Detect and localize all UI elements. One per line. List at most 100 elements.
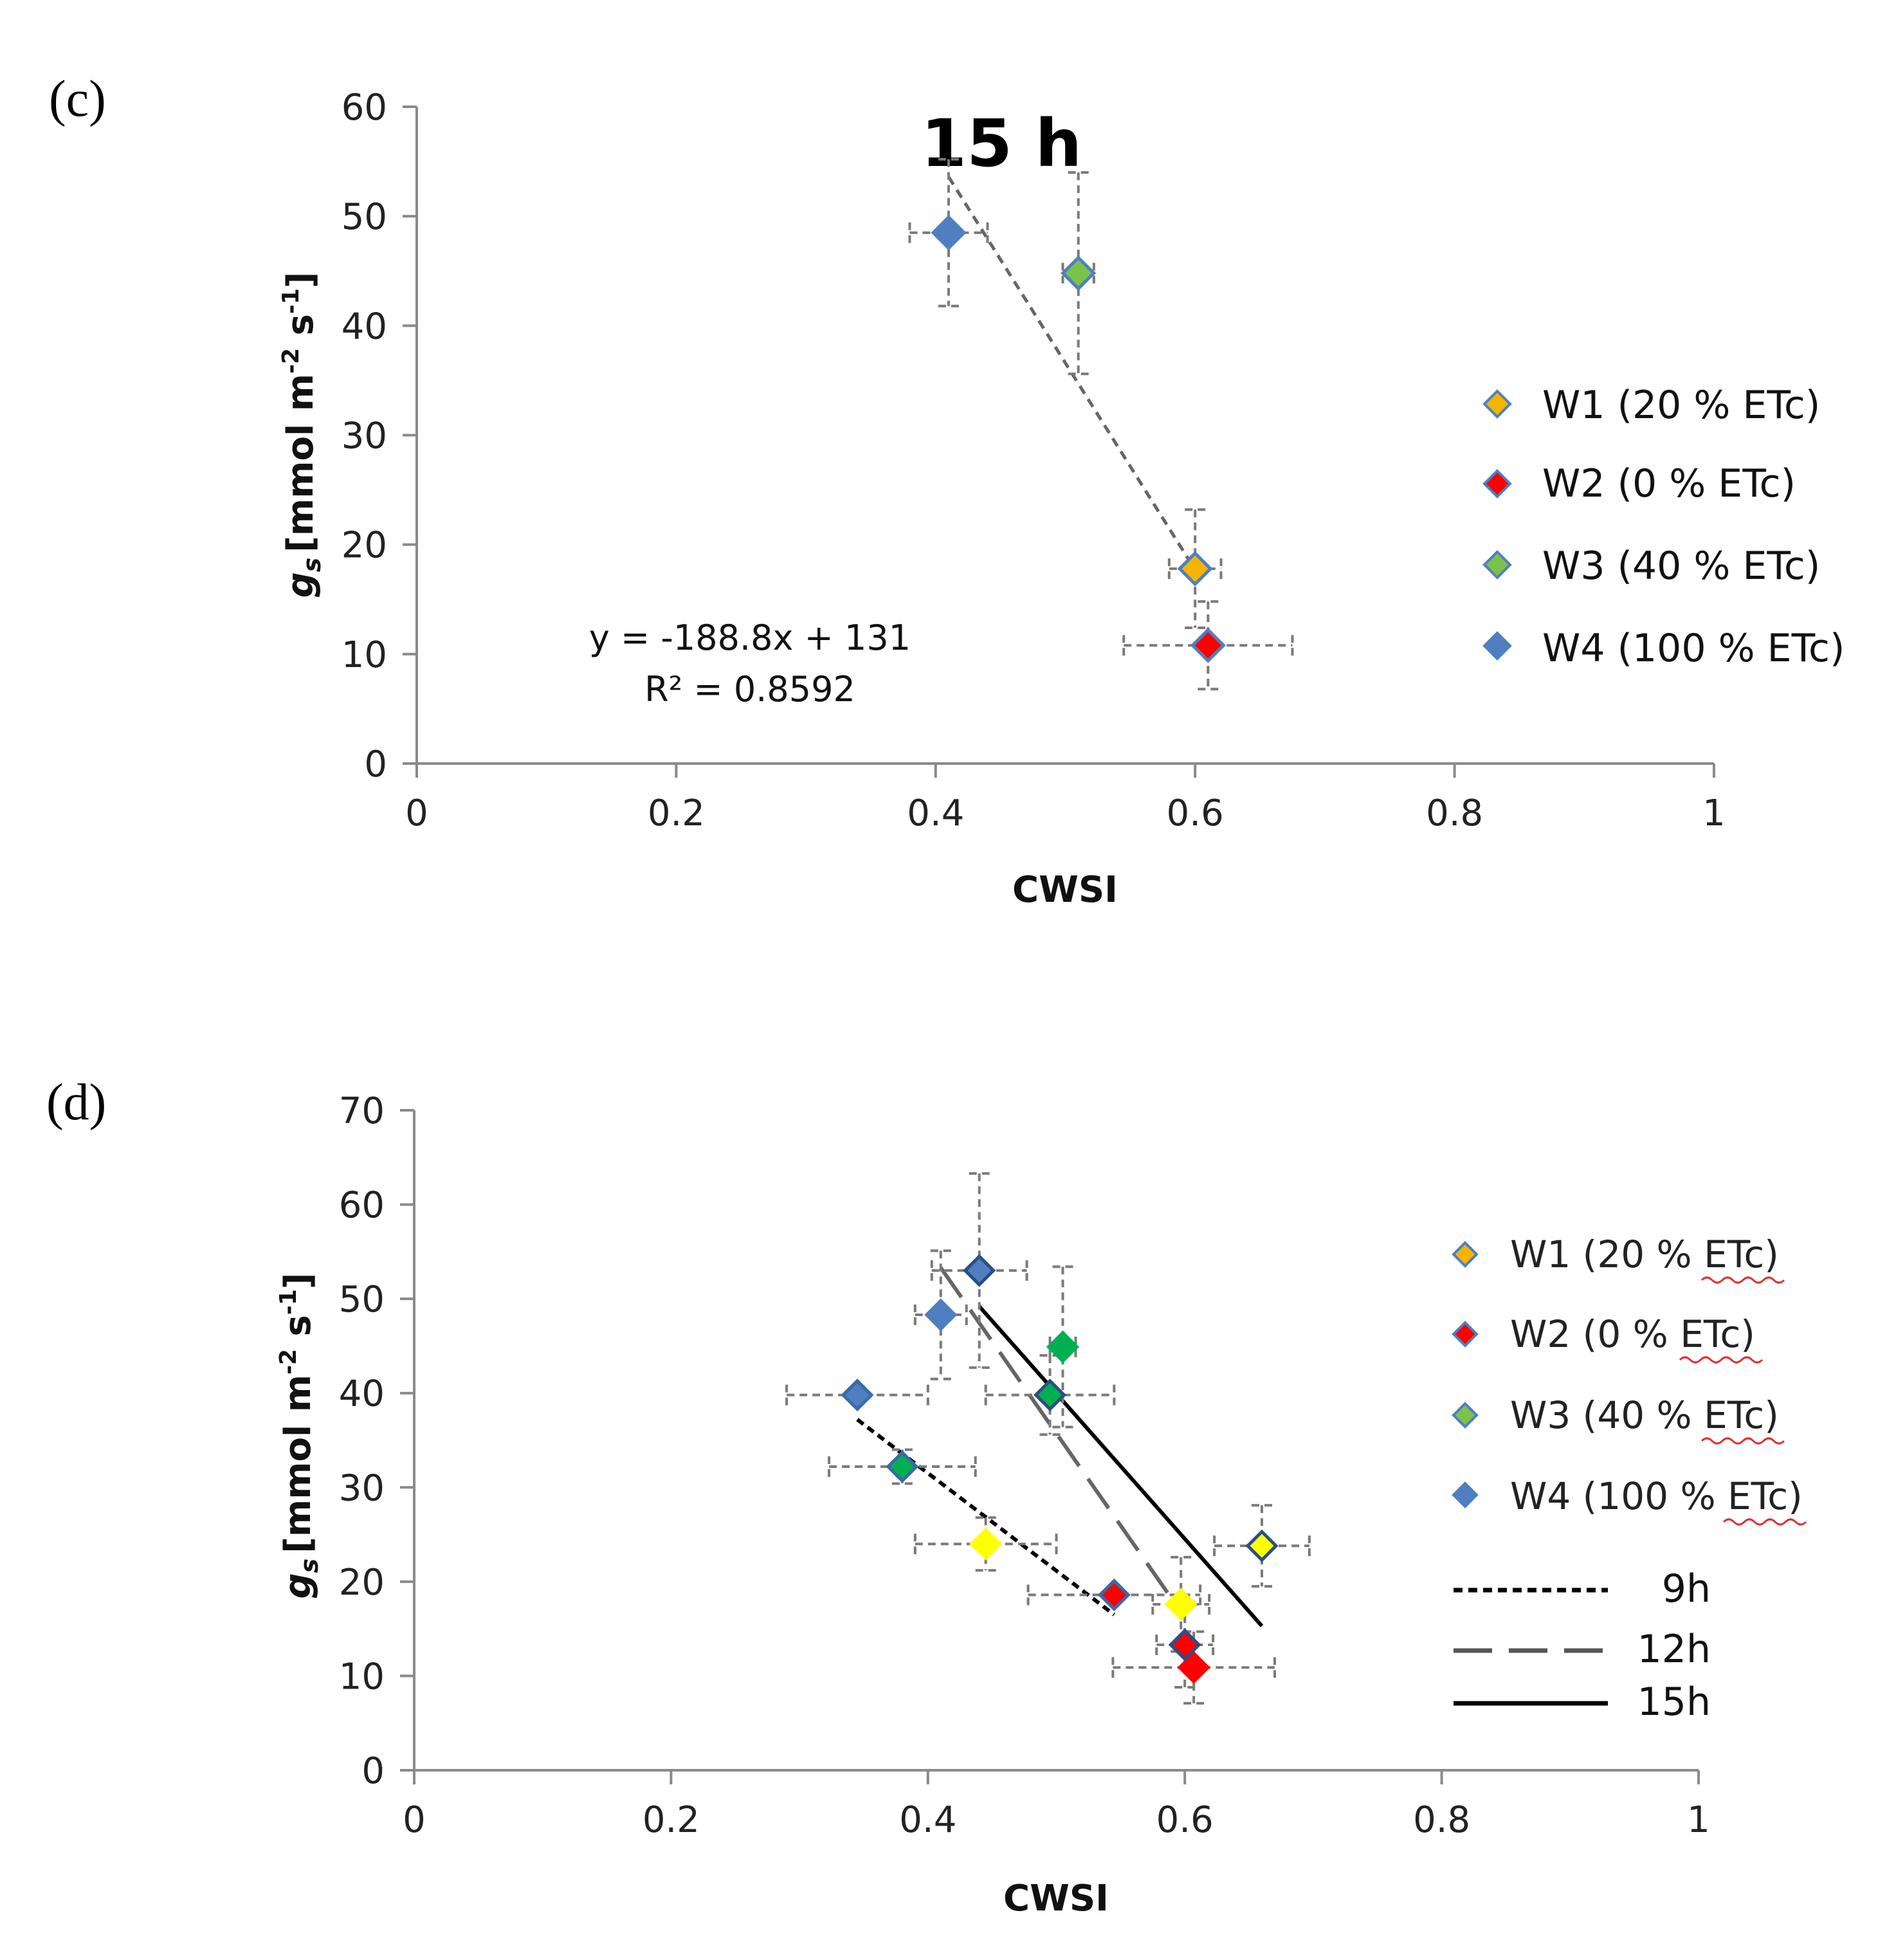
c-y-tick-label: 0 (364, 744, 387, 785)
d-x-tick-label: 0.6 (1156, 1799, 1214, 1841)
panel-d-point-15h-w2 (1168, 1628, 1201, 1662)
panel-d-legend-label-9h: 9h (1662, 1566, 1711, 1611)
panel-d-legend-label-12h: 12h (1637, 1627, 1711, 1672)
d-x-tick-label: 0.2 (643, 1799, 700, 1841)
panel-c-ylabel-exp1: -2 (278, 348, 304, 374)
panel-d-trendline-15h (978, 1305, 1264, 1627)
panel-c-annotation: 15 h (921, 105, 1082, 182)
d-y-tick-label: 50 (339, 1279, 385, 1321)
d-y-tick-label: 60 (339, 1185, 385, 1227)
panel-c-y-axis-title: gs[mmol m-2 s-1] (278, 272, 326, 598)
c-x-tick-label: 0.4 (907, 792, 964, 834)
d-y-tick-label: 20 (339, 1562, 385, 1604)
panel-d-legend-marker-w4 (1452, 1481, 1479, 1508)
panel-c-x-ticks: 0 0.2 0.4 0.6 0.8 1 (405, 764, 1726, 834)
panel-c-legend-marker-w1 (1482, 389, 1512, 419)
d-x-tick-label: 1 (1687, 1799, 1710, 1841)
panel-c-equation: y = -188.8x + 131 (589, 618, 911, 658)
panel-d-point-9h-w2 (1097, 1578, 1131, 1611)
panel-c-point-w1 (1177, 551, 1213, 587)
d-y-tick-label: 70 (339, 1090, 385, 1132)
panel-c-x-axis-title: CWSI (1012, 869, 1118, 911)
c-y-tick-label: 40 (342, 306, 387, 347)
panel-d-spellcheck-underline-1 (1700, 1276, 1785, 1284)
panel-c-point-w3 (1061, 255, 1097, 291)
panel-d-point-15h-w3 (1033, 1378, 1067, 1412)
panel-d-point-12h-w3 (1046, 1330, 1080, 1364)
c-y-tick-label: 20 (342, 525, 387, 567)
panel-d-legend-label-w1: W1 (20 % ETc) (1510, 1232, 1779, 1276)
c-x-tick-label: 0.6 (1167, 792, 1224, 834)
c-x-tick-label: 0 (405, 792, 428, 834)
panel-d-spellcheck-underline-3 (1700, 1437, 1785, 1445)
panel-d-point-15h-w1 (1245, 1529, 1279, 1562)
panel-d-legend: W1 (20 % ETc) W2 (0 % ETc) W3 (40 % ETc)… (1452, 1232, 1807, 1725)
panel-d-point-12h-w2 (1177, 1651, 1210, 1684)
panel-d-point-9h-w1 (969, 1527, 1003, 1561)
panel-c-ylabel-sub: s (298, 558, 326, 572)
panel-c-y-ticks: 0 10 20 30 40 50 60 (342, 87, 417, 785)
panel-c-error-bars (908, 158, 1294, 691)
d-y-tick-label: 40 (339, 1373, 385, 1415)
panel-d-y-ticks: 0 10 20 30 40 50 60 70 (339, 1090, 414, 1792)
panel-d-legend-label-15h: 15h (1637, 1680, 1711, 1725)
panel-d-x-axis-title: CWSI (1003, 1878, 1109, 1919)
panel-d-point-9h-w3 (886, 1450, 919, 1483)
panel-d-ylabel-main: g (277, 1573, 319, 1598)
c-x-tick-label: 0.8 (1426, 792, 1483, 834)
panel-c-legend-label-w4: W4 (100 % ETc) (1542, 626, 1845, 671)
panel-c-legend-marker-w3 (1482, 550, 1512, 580)
panel-d-point-12h-w4 (924, 1298, 958, 1332)
panel-d-legend-marker-w1 (1452, 1241, 1479, 1268)
panel-c-legend-label-w1: W1 (20 % ETc) (1542, 383, 1820, 428)
panel-d-ylabel-end: ] (277, 1273, 319, 1290)
panel-c-point-w4 (931, 215, 967, 251)
d-y-tick-label: 30 (339, 1467, 385, 1509)
panel-c-ylabel-exp2: -1 (278, 288, 304, 314)
c-x-tick-label: 1 (1702, 792, 1726, 834)
panel-c-label: (c) (49, 71, 106, 127)
panel-d-ylabel-exp1: -2 (275, 1349, 302, 1375)
panel-d-legend-label-w3: W3 (40 % ETc) (1510, 1393, 1779, 1437)
panel-d-ylabel-exp2: -1 (275, 1289, 302, 1315)
panel-d-point-15h-w4 (963, 1254, 996, 1287)
panel-d-ylabel-mid: s (277, 1315, 319, 1349)
panel-c-ylabel-unit: [mmol m (280, 374, 322, 553)
panel-d-legend-marker-w2 (1452, 1321, 1479, 1348)
panel-c-legend-label-w3: W3 (40 % ETc) (1542, 544, 1820, 589)
c-y-tick-label: 50 (342, 196, 387, 238)
c-x-tick-label: 0.2 (648, 792, 705, 834)
panel-d-ylabel-sub: s (295, 1559, 324, 1573)
c-y-tick-label: 10 (342, 634, 387, 676)
d-x-tick-label: 0.4 (899, 1799, 956, 1841)
d-y-tick-label: 0 (361, 1750, 385, 1792)
panel-c: (c) 15 h 0 10 20 30 40 50 60 0 0.2 0.4 0.6 0.8 1 CW… (49, 71, 1845, 911)
panel-d-point-9h-w4 (841, 1378, 874, 1412)
panel-c-ylabel-mid: s (280, 314, 322, 348)
panel-d-spellcheck-underline-4 (1722, 1518, 1807, 1526)
panel-d-error-bars (785, 1172, 1311, 1705)
d-y-tick-label: 10 (339, 1656, 385, 1698)
panel-d-point-12h-w1 (1164, 1588, 1198, 1621)
panel-c-points (931, 215, 1226, 663)
panel-c-r2: R² = 0.8592 (644, 669, 855, 710)
panel-c-legend-marker-w2 (1482, 469, 1512, 499)
panel-c-legend-marker-w4 (1482, 631, 1512, 661)
panel-d-trendline-12h (939, 1267, 1187, 1619)
panel-c-point-w2 (1190, 627, 1226, 663)
panel-c-ylabel-end: ] (280, 272, 322, 289)
panel-d-x-ticks: 0 0.2 0.4 0.6 0.8 1 (403, 1770, 1710, 1841)
c-y-tick-label: 30 (342, 416, 387, 457)
panel-c-axes: 0 10 20 30 40 50 60 0 0.2 0.4 0.6 0.8 1 (342, 87, 1726, 834)
panel-d-axes: 0 10 20 30 40 50 60 70 0 0.2 0.4 0.6 0.8 1 (339, 1090, 1710, 1841)
panel-d-trendlines (856, 1267, 1264, 1627)
panel-c-legend: W1 (20 % ETc) W2 (0 % ETc) W3 (40 % ETc)… (1482, 383, 1845, 671)
panel-c-legend-label-w2: W2 (0 % ETc) (1542, 461, 1796, 506)
c-y-tick-label: 60 (342, 87, 387, 129)
panel-d-ylabel-unit: [mmol m (277, 1375, 319, 1553)
panel-d-legend-label-w2: W2 (0 % ETc) (1510, 1312, 1755, 1356)
panel-d-label: (d) (46, 1074, 106, 1131)
panel-d-spellcheck-underline-2 (1679, 1356, 1764, 1364)
